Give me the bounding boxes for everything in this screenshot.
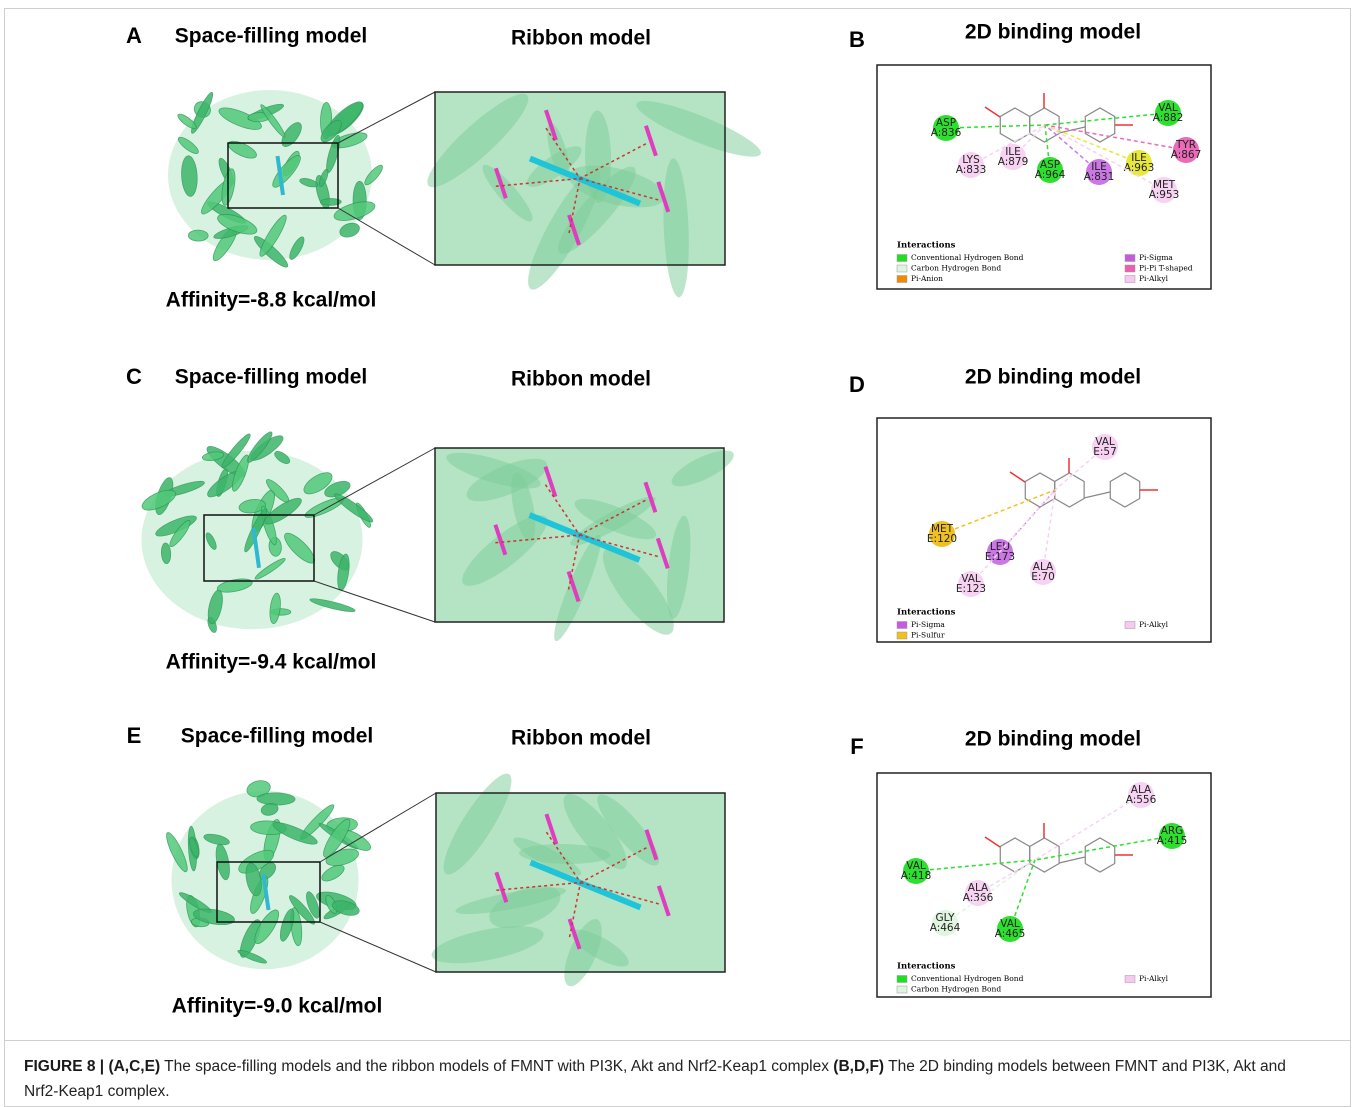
legend-swatch <box>897 976 907 983</box>
legend-swatch <box>897 622 907 629</box>
legend-swatch <box>897 276 907 283</box>
ribbon-model <box>418 84 766 298</box>
panel-letter: F <box>850 734 863 759</box>
legend-label: Pi-Sulfur <box>911 631 945 640</box>
residue-id: E:123 <box>956 583 986 595</box>
legend-label: Pi-Anion <box>911 274 943 283</box>
legend-label: Pi-Alkyl <box>1139 274 1169 283</box>
ribbon-segment <box>257 793 295 806</box>
legend-swatch <box>1125 255 1135 262</box>
panel-title: Ribbon model <box>511 368 651 391</box>
panel-letter: C <box>126 364 142 389</box>
legend-swatch <box>897 632 907 639</box>
legend-title: Interactions <box>897 608 956 618</box>
panel-title: Space-filling model <box>175 366 368 389</box>
affinity-label: Affinity=-9.4 kcal/mol <box>166 651 377 674</box>
ribbon-model <box>429 766 725 991</box>
legend-label: Pi-Alkyl <box>1139 974 1169 983</box>
legend-label: Pi-Alkyl <box>1139 620 1169 629</box>
panel-title: Ribbon model <box>511 27 651 50</box>
legend-swatch <box>1125 976 1135 983</box>
ribbon-model <box>435 444 738 645</box>
residue-id: A:882 <box>1153 112 1184 124</box>
residue-id: A:418 <box>901 870 932 882</box>
residue-id: E:120 <box>927 533 957 545</box>
residue-id: A:879 <box>998 156 1029 168</box>
residue-id: A:836 <box>931 127 962 139</box>
residue-id: A:464 <box>930 922 961 934</box>
legend-swatch <box>1125 276 1135 283</box>
panel-title: 2D binding model <box>965 366 1141 389</box>
zoom-connector <box>338 208 435 265</box>
residue-id: A:831 <box>1084 171 1115 183</box>
residue-id: E:173 <box>985 551 1015 563</box>
legend-title: Interactions <box>897 962 956 972</box>
legend-label: Conventional Hydrogen Bond <box>911 974 1024 983</box>
legend-label: Pi-Pi T-shaped <box>1139 264 1193 273</box>
legend-swatch <box>897 986 907 993</box>
affinity-label: Affinity=-8.8 kcal/mol <box>166 289 377 312</box>
panel-title: Space-filling model <box>181 725 374 748</box>
panel-letter: B <box>849 27 865 52</box>
ribbon-segment <box>188 230 208 241</box>
residue-id: A:465 <box>995 928 1026 940</box>
residue-id: A:964 <box>1035 169 1066 181</box>
panel-title: 2D binding model <box>965 728 1141 751</box>
residue-id: A:963 <box>1124 162 1155 174</box>
figure: A Space-filling model Ribbon model Affinity… <box>0 0 1355 1107</box>
legend-swatch <box>897 265 907 272</box>
caption: FIGURE 8 | (A,C,E) The space-filling mod… <box>24 1054 1314 1104</box>
protein-model <box>163 778 436 972</box>
residue-id: A:415 <box>1157 835 1188 847</box>
zoom-connector <box>320 922 436 972</box>
caption-panels: (A,C,E) <box>108 1058 160 1075</box>
legend-swatch <box>1125 265 1135 272</box>
panel-letter: A <box>126 23 142 48</box>
residue-id: A:867 <box>1171 149 1202 161</box>
caption-panels: (B,D,F) <box>833 1058 884 1075</box>
protein-model <box>139 429 435 633</box>
caption-label: FIGURE 8 | <box>24 1058 104 1075</box>
protein-model <box>168 90 435 270</box>
panel-title: Space-filling model <box>175 25 368 48</box>
affinity-label: Affinity=-9.0 kcal/mol <box>172 995 383 1018</box>
panel-title: 2D binding model <box>965 21 1141 44</box>
legend-title: Interactions <box>897 241 956 251</box>
panel-letter: D <box>849 372 865 397</box>
residue-id: A:366 <box>963 892 994 904</box>
caption-text: The space-filling models and the ribbon … <box>164 1058 829 1075</box>
residue-id: E:57 <box>1093 446 1117 458</box>
residue-id: A:953 <box>1149 189 1180 201</box>
legend-label: Pi-Sigma <box>911 620 945 629</box>
residue-id: A:556 <box>1126 794 1157 806</box>
page: A Space-filling model Ribbon model Affinity… <box>0 0 1355 1107</box>
legend-label: Pi-Sigma <box>1139 253 1173 262</box>
panel-letter: E <box>127 723 142 748</box>
panel-title: Ribbon model <box>511 727 651 750</box>
legend-label: Carbon Hydrogen Bond <box>911 264 1001 273</box>
legend-label: Carbon Hydrogen Bond <box>911 985 1001 994</box>
legend-swatch <box>1125 622 1135 629</box>
legend-swatch <box>897 255 907 262</box>
legend-label: Conventional Hydrogen Bond <box>911 253 1024 262</box>
residue-id: A:833 <box>956 164 987 176</box>
residue-id: E:70 <box>1031 571 1055 583</box>
